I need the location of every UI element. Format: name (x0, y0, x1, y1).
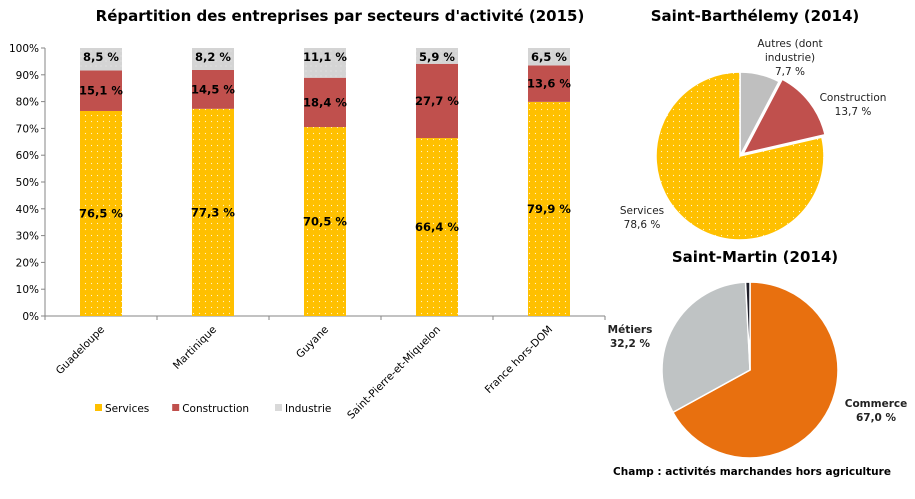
y-tick-label: 100% (9, 43, 39, 55)
bar-construction (80, 70, 122, 111)
bar-services (80, 110, 122, 316)
bar-services (192, 108, 234, 316)
data-label: 27,7 % (415, 94, 459, 108)
pie-label: 78,6 % (624, 219, 661, 231)
legend-label: Industrie (285, 403, 331, 415)
x-tick-label: France hors-DOM (483, 324, 555, 396)
data-label: 11,1 % (303, 50, 347, 64)
pie-slice (655, 71, 825, 241)
pie-slice (741, 78, 826, 155)
pie-label: 67,0 % (856, 412, 897, 424)
bar-industrie (192, 48, 234, 70)
pie-label: 32,2 % (610, 338, 651, 350)
bar-industrie (80, 48, 122, 71)
y-tick-label: 60% (16, 150, 39, 162)
bar-services (304, 127, 346, 316)
pie-slice (671, 281, 839, 459)
bar-construction (528, 65, 570, 102)
data-label: 79,9 % (527, 202, 571, 216)
bar-construction (192, 69, 234, 109)
note: Champ : activités marchandes hors agricu… (613, 466, 891, 478)
pie-slice (661, 281, 751, 414)
pie-label: industrie) (765, 52, 815, 64)
x-tick-label: Guyane (294, 324, 331, 361)
legend-swatch (275, 404, 282, 411)
bar-industrie (416, 48, 458, 64)
pie-label: 7,7 % (775, 66, 805, 78)
bar-chart-title: Répartition des entreprises par secteurs… (96, 7, 585, 25)
x-tick-label: Martinique (171, 324, 219, 372)
data-label: 13,6 % (527, 77, 571, 91)
data-label: 5,9 % (419, 50, 455, 64)
data-label: 70,5 % (303, 215, 347, 229)
data-label: 8,5 % (83, 50, 119, 64)
pie-label: Services (620, 205, 664, 217)
x-tick-label: Guadeloupe (54, 324, 107, 377)
pie-label: 13,7 % (835, 106, 872, 118)
bar-industrie (528, 48, 570, 66)
y-tick-label: 80% (16, 97, 39, 109)
data-label: 66,4 % (415, 220, 459, 234)
bar-construction (416, 63, 458, 139)
x-tick-label: Saint-Pierre-et-Miquelon (345, 324, 443, 422)
legend-label: Construction (182, 403, 249, 415)
bar-services (528, 101, 570, 316)
pie-label: Autres (dont (757, 38, 822, 50)
data-label: 8,2 % (195, 50, 231, 64)
y-tick-label: 70% (16, 123, 39, 135)
pie-label: Construction (820, 92, 887, 104)
data-label: 14,5 % (191, 82, 235, 96)
bar-services (416, 138, 458, 316)
pie2-title: Saint-Martin (2014) (672, 248, 838, 266)
bar-industrie (304, 48, 346, 78)
legend-swatch (172, 404, 180, 411)
pie-label: Commerce (845, 398, 907, 410)
pie-slice (744, 281, 751, 371)
bar-construction (304, 77, 346, 128)
y-tick-label: 30% (16, 231, 39, 243)
y-tick-label: 10% (16, 284, 39, 296)
data-label: 76,5 % (79, 206, 123, 220)
data-label: 77,3 % (191, 205, 235, 219)
data-label: 15,1 % (79, 84, 123, 98)
pie-label: Métiers (608, 324, 653, 336)
data-label: 6,5 % (531, 50, 567, 64)
y-tick-label: 50% (16, 177, 39, 189)
y-tick-label: 0% (22, 311, 39, 323)
y-tick-label: 90% (16, 70, 39, 82)
y-tick-label: 20% (16, 257, 39, 269)
pie1-title: Saint-Barthélemy (2014) (651, 7, 860, 25)
legend-swatch (95, 404, 102, 411)
y-tick-label: 40% (16, 204, 39, 216)
legend-label: Services (105, 403, 149, 415)
data-label: 18,4 % (303, 95, 347, 109)
